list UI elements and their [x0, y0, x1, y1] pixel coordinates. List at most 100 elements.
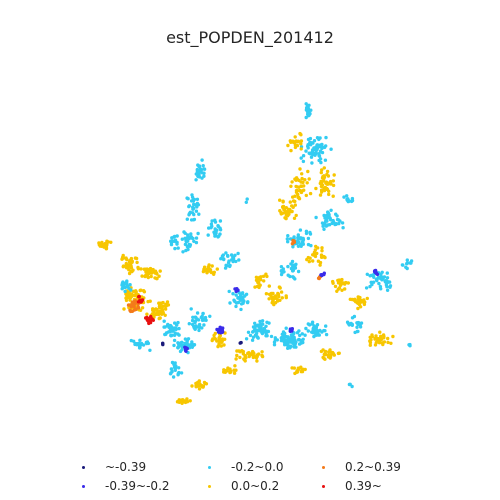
map-point	[255, 278, 260, 282]
map-point	[233, 299, 237, 304]
map-point	[228, 301, 232, 305]
map-point	[244, 200, 248, 204]
map-point	[195, 197, 200, 201]
map-point	[215, 267, 219, 271]
map-point	[163, 307, 168, 311]
map-point	[233, 253, 237, 257]
map-point	[100, 240, 104, 245]
map-point	[301, 337, 305, 341]
map-point	[177, 333, 181, 337]
map-point	[340, 221, 345, 225]
map-point	[300, 367, 305, 372]
map-point	[228, 263, 232, 268]
map-point	[313, 248, 317, 252]
map-point	[271, 291, 275, 296]
map-point	[377, 341, 382, 345]
map-point	[197, 382, 202, 386]
map-point	[325, 186, 329, 191]
map-point	[320, 150, 325, 155]
map-point	[175, 323, 179, 327]
map-point	[210, 219, 214, 223]
map-point	[201, 164, 205, 168]
map-point	[317, 137, 321, 142]
map-point	[267, 297, 271, 301]
map-point	[295, 143, 300, 148]
map-point	[320, 249, 324, 253]
legend-label: 0.0~0.2	[231, 479, 280, 493]
map-point	[308, 232, 313, 236]
map-point	[225, 369, 229, 373]
map-point	[258, 319, 262, 324]
map-point	[201, 312, 205, 316]
map-point	[231, 292, 235, 296]
map-point	[127, 271, 132, 276]
map-point	[292, 240, 297, 244]
map-point	[200, 385, 204, 389]
map-point	[283, 343, 287, 347]
map-point	[255, 353, 259, 357]
map-point	[139, 288, 143, 292]
map-point	[324, 324, 328, 328]
map-point	[237, 349, 241, 353]
map-point	[177, 370, 181, 375]
map-point	[342, 195, 346, 199]
map-point	[240, 297, 244, 302]
map-point	[312, 146, 316, 150]
map-point	[381, 342, 385, 347]
map-point	[288, 329, 293, 333]
map-point	[287, 340, 291, 344]
legend-marker-icon	[322, 484, 325, 488]
map-point	[194, 209, 199, 213]
map-point	[235, 353, 239, 358]
map-point	[170, 360, 175, 365]
legend-marker-icon	[208, 484, 211, 488]
map-point	[190, 340, 194, 344]
map-point	[304, 326, 308, 331]
map-point	[212, 272, 216, 276]
map-point	[128, 283, 132, 287]
map-point	[356, 306, 360, 311]
map-point	[335, 214, 339, 218]
map-point	[299, 139, 304, 143]
legend-marker-icon	[82, 484, 85, 488]
map-point	[310, 330, 314, 334]
map-point	[127, 268, 131, 272]
map-point	[299, 156, 303, 160]
map-point	[370, 273, 375, 278]
map-point	[261, 322, 265, 326]
map-point	[145, 273, 150, 277]
map-point	[197, 324, 202, 329]
map-point	[362, 298, 366, 302]
map-point	[307, 323, 312, 327]
map-point	[254, 356, 259, 360]
map-point	[279, 272, 284, 277]
map-point	[256, 335, 260, 340]
map-point	[378, 330, 382, 334]
map-point	[146, 299, 150, 304]
map-point	[245, 197, 249, 201]
map-point	[197, 387, 202, 391]
map-point	[123, 289, 127, 294]
map-point	[407, 343, 411, 347]
map-point	[300, 176, 304, 181]
map-point	[223, 266, 228, 270]
map-point	[296, 244, 301, 248]
map-point	[304, 229, 309, 233]
map-point	[135, 343, 139, 347]
map-point	[293, 203, 297, 207]
map-point	[209, 222, 214, 226]
map-point	[168, 325, 172, 330]
map-point	[340, 288, 344, 292]
map-point	[197, 328, 201, 333]
map-point	[298, 228, 303, 232]
map-point	[294, 184, 298, 189]
map-point	[308, 191, 313, 196]
map-point	[261, 274, 266, 278]
map-point	[304, 193, 308, 198]
map-point	[261, 328, 266, 332]
map-point	[128, 298, 132, 302]
map-point	[181, 250, 185, 254]
map-point	[282, 270, 286, 274]
map-point	[387, 280, 392, 284]
map-point	[155, 276, 159, 281]
